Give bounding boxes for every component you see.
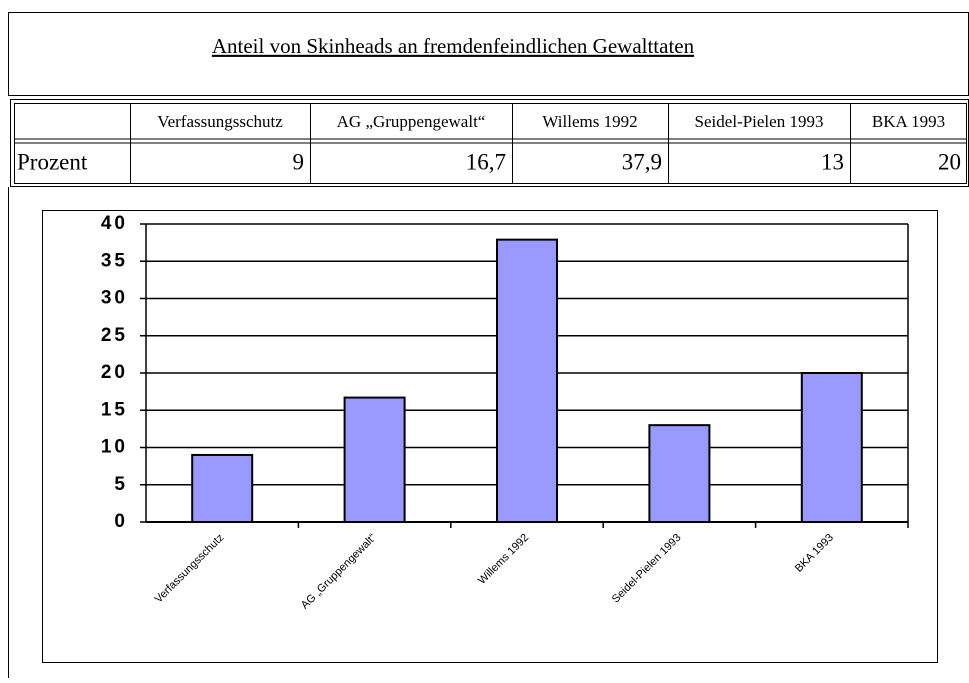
y-tick-label: 5 bbox=[114, 474, 128, 495]
cell: 9 bbox=[293, 149, 305, 174]
chart-border bbox=[42, 210, 938, 663]
x-tick-label: Willems 1992 bbox=[476, 532, 531, 587]
x-tick-label: Seidel-Pielen 1993 bbox=[610, 532, 684, 606]
bar bbox=[191, 453, 254, 524]
column-header: AG „Gruppengewalt“ bbox=[337, 112, 486, 131]
title: Anteil von Skinheads an fremdenfeindlich… bbox=[212, 34, 695, 58]
y-tick-label: 10 bbox=[101, 437, 128, 458]
cell: 20 bbox=[938, 149, 961, 174]
cell: 37,9 bbox=[622, 149, 662, 174]
table: Verfassungsschutz 9 AG „Gruppengewalt“ 16,7… bbox=[10, 99, 969, 187]
y-tick-label: 20 bbox=[101, 362, 128, 383]
bar bbox=[648, 424, 711, 523]
y-tick-label: 30 bbox=[101, 288, 128, 309]
cell: 13 bbox=[821, 149, 844, 174]
y-tick-label: 15 bbox=[101, 399, 128, 420]
bar bbox=[496, 238, 558, 524]
column-header: Seidel-Pielen 1993 bbox=[695, 112, 824, 131]
column-header: Willems 1992 bbox=[542, 112, 637, 131]
row-label: Prozent bbox=[17, 149, 88, 174]
x-tick-label: AG „Gruppengewalt“ bbox=[299, 531, 379, 611]
bar bbox=[343, 396, 406, 523]
x-tick-label: Verfassungsschutz bbox=[153, 532, 227, 606]
x-tick-label: BKA 1993 bbox=[793, 532, 836, 575]
y-tick-label: 35 bbox=[101, 250, 128, 271]
y-tick-label: 40 bbox=[101, 213, 128, 234]
bar bbox=[800, 372, 863, 523]
column-header: Verfassungsschutz bbox=[157, 112, 283, 131]
chart: 0 5 10 15 20 25 30 35 40 Verfassungsschutz AG „Gru… bbox=[101, 213, 909, 612]
y-tick-label: 25 bbox=[101, 325, 128, 346]
column-header: BKA 1993 bbox=[872, 112, 945, 131]
cell: 16,7 bbox=[466, 149, 506, 174]
y-tick-label: 0 bbox=[114, 511, 128, 532]
